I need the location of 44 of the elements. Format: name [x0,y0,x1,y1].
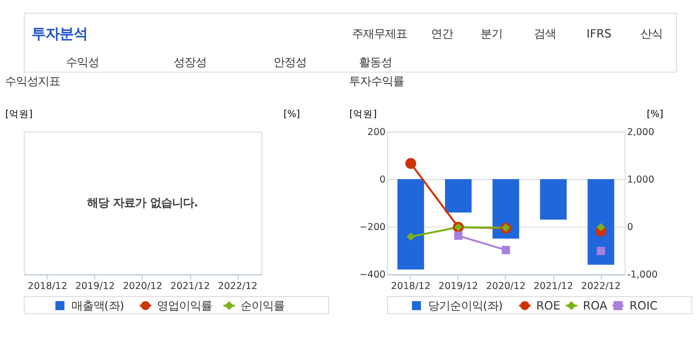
x-tick-label: 2021/12 [534,280,574,292]
y2-tick-label: 2,000 [627,126,654,138]
point [596,223,606,232]
x-tick-label: 2020/12 [486,280,526,292]
y2-tick-label: 0 [627,222,634,234]
legend-label: 영업이익률 [156,298,212,312]
y-tick-label: −400 [359,270,386,281]
x-tick-label: 2019/12 [438,280,478,292]
y2-tick-label: -1,000 [627,270,658,281]
legend-label: ROE [536,298,560,312]
x-tick-label: 2018/12 [391,280,430,292]
y-tick-label: 0 [380,174,386,186]
text: 해당 자료가 없습니다. [86,196,198,210]
text: IFRS [586,26,612,40]
point [405,158,416,169]
text: 수익성 [66,55,100,70]
text: 산식 [640,26,662,40]
text: 안정성 [274,55,306,70]
legend-label: 순이익률 [240,298,285,312]
legend-label: ROIC [629,298,658,312]
y-tick-label: −200 [359,222,386,234]
text: [%] [284,108,300,120]
text: 연간 [431,26,454,40]
legend-label: 매출액(좌) [71,298,124,312]
text: 성장성 [174,55,207,70]
point [406,232,415,241]
y2-tick-label: 1,000 [627,174,654,186]
y-axis-title: [억원] [349,108,377,120]
y-tick-label: 200 [367,126,386,138]
text: [억원] [5,108,33,120]
point [502,246,510,254]
chart-title: 투자수익률 [348,74,404,88]
text: 수익성지표 [4,74,60,88]
x-tick-label: 2022/12 [581,280,621,292]
text: 주재무제표 [352,26,407,40]
y2-axis-title: [%] [646,108,664,120]
text: 활동성 [359,55,392,70]
point [454,232,462,240]
legend-label: ROA [582,298,608,312]
legend-label: 당기순이익(좌) [428,298,503,312]
text: 투자분석 [31,26,88,42]
text: 분기 [480,26,503,40]
text: 검색 [534,26,556,40]
point [596,246,606,256]
